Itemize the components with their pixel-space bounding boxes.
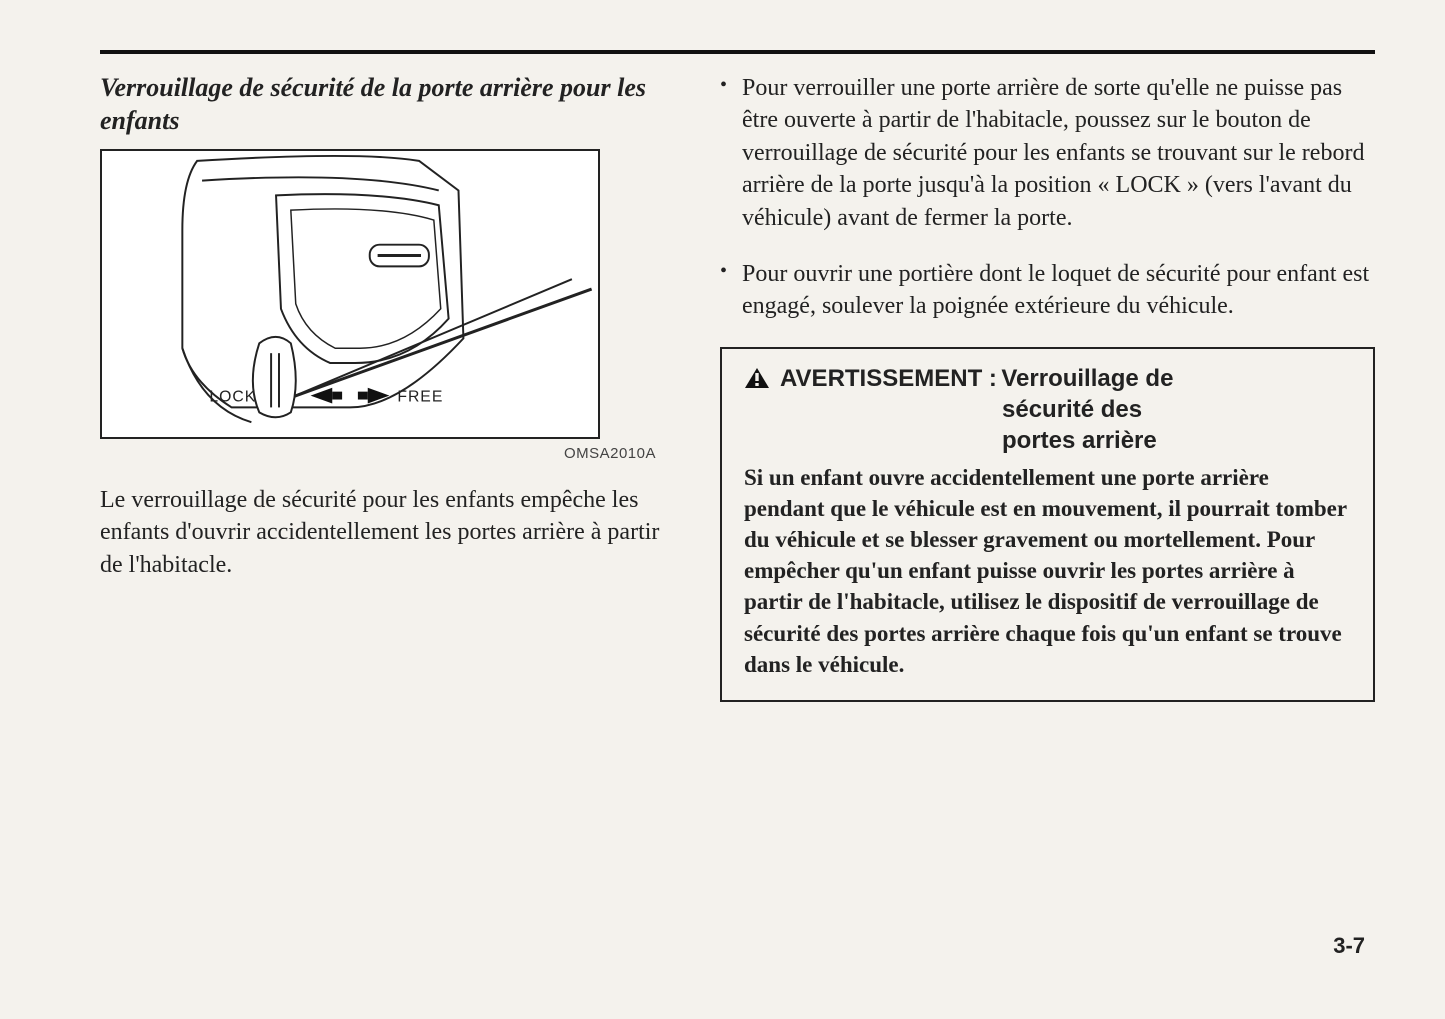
left-column: Verrouillage de sécurité de la porte arr… bbox=[100, 72, 660, 702]
instruction-item: Pour verrouiller une porte arrière de so… bbox=[720, 72, 1375, 234]
door-lock-figure: LOCK FREE bbox=[100, 149, 600, 439]
right-column: Pour verrouiller une porte arrière de so… bbox=[720, 72, 1375, 702]
warning-header: AVERTISSEMENT : Verrouillage de sécurité… bbox=[744, 363, 1351, 457]
door-lock-illustration: LOCK FREE bbox=[102, 151, 598, 437]
two-column-layout: Verrouillage de sécurité de la porte arr… bbox=[100, 72, 1375, 702]
warning-title-wrap: AVERTISSEMENT : Verrouillage de sécurité… bbox=[780, 363, 1173, 457]
warning-subtitle-line3: portes arrière bbox=[780, 425, 1157, 456]
instruction-item: Pour ouvrir une portière dont le loquet … bbox=[720, 258, 1375, 323]
warning-box: AVERTISSEMENT : Verrouillage de sécurité… bbox=[720, 347, 1375, 702]
instruction-list: Pour verrouiller une porte arrière de so… bbox=[720, 72, 1375, 323]
page-number: 3-7 bbox=[1333, 933, 1365, 959]
figure-caption: OMSA2010A bbox=[100, 445, 660, 462]
warning-subtitle-line1: Verrouillage de bbox=[1001, 365, 1173, 392]
warning-body: Si un enfant ouvre accidentellement une … bbox=[744, 462, 1351, 679]
manual-page: Verrouillage de sécurité de la porte arr… bbox=[0, 0, 1445, 1019]
warning-triangle-icon bbox=[744, 367, 770, 389]
left-paragraph: Le verrouillage de sécurité pour les enf… bbox=[100, 484, 660, 581]
warning-label: AVERTISSEMENT : bbox=[780, 363, 997, 394]
figure-free-label: FREE bbox=[397, 388, 443, 405]
warning-subtitle-line2: sécurité des bbox=[780, 394, 1142, 425]
section-title: Verrouillage de sécurité de la porte arr… bbox=[100, 72, 660, 137]
figure-lock-label: LOCK bbox=[209, 388, 256, 405]
top-rule bbox=[100, 50, 1375, 54]
